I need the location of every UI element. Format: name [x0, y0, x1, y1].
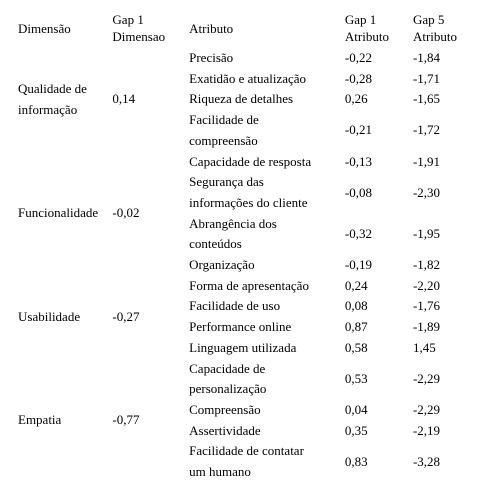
attribute: Facilidade de uso [189, 298, 281, 314]
gap1-attribute: 0,26 [344, 91, 368, 107]
gap5-attribute-header: Gap 5 Atributo [412, 12, 457, 44]
gap1-attribute-header: Gap 1 Atributo [344, 12, 389, 44]
attribute: Capacidade de resposta [189, 153, 312, 169]
table-row: Abrangência dos conteúdos -0,32 -1,95 [14, 214, 477, 255]
dimension-header: Dimensão [18, 20, 71, 36]
gap1-attribute: 0,87 [344, 319, 368, 335]
table-row: Dimensão Gap 1 Dimensao Atributo Gap 1 Atri… [14, 8, 477, 48]
table-row: Usabilidade -0,27 Forma de apresentação 0,2… [14, 276, 477, 324]
page: Dimensão Gap 1 Dimensao Atributo Gap 1 Atri… [18, 12, 457, 480]
gap5-attribute: -1,82 [412, 257, 441, 273]
gap1-attribute: 0,83 [344, 453, 368, 469]
gap1-attribute: -0,08 [344, 184, 372, 200]
gap1-attribute: -0,13 [344, 153, 372, 169]
table-body: Dimensão Gap 1 Dimensao Atributo Gap 1 Atri… [14, 8, 477, 483]
gap1-dimension: -0,27 [112, 308, 140, 324]
table-row: Segurança das informações do cliente -0,0… [14, 172, 477, 213]
gap5-attribute: -1,84 [412, 50, 441, 65]
table-row: Compreensão 0,04 -2,29 [14, 400, 477, 421]
gap5-attribute: -1,89 [412, 319, 441, 335]
data-table: Dimensão Gap 1 Dimensao Atributo Gap 1 Atri… [14, 8, 477, 483]
table-row: Assertividade 0,35 -2,19 [14, 421, 477, 442]
table-row: Riqueza de detalhes 0,26 -1,65 [14, 89, 477, 110]
attribute: Performance online [189, 319, 292, 335]
table-row: Funcionalidade -0,02 Capacidade de respost… [14, 152, 477, 221]
attribute: Organização [189, 257, 255, 273]
attribute: Linguagem utilizada [189, 339, 297, 355]
table-row: Qualidade de informação 0,14 Precisão -0,22… [14, 48, 477, 117]
attribute: Assertividade [189, 422, 261, 438]
gap1-attribute: 0,08 [344, 298, 368, 314]
table-row: Facilidade de uso 0,08 -1,76 [14, 296, 477, 317]
gap1-attribute: 0,35 [344, 422, 368, 438]
gap5-attribute: -1,72 [412, 122, 441, 138]
attribute: Facilidade de contatar um humano [189, 443, 304, 480]
table-row: Empatia -0,77 Capacidade de personalização… [14, 359, 477, 428]
gap1-dimension: 0,14 [112, 91, 136, 107]
gap5-attribute: -2,29 [412, 370, 441, 386]
gap1-attribute: 0,53 [344, 370, 368, 386]
gap5-attribute: -2,30 [412, 184, 441, 200]
attribute: Abrangência dos conteúdos [189, 215, 277, 252]
gap1-attribute: -0,28 [344, 70, 372, 86]
attribute: Precisão [189, 50, 234, 65]
dimension: Empatia [18, 412, 62, 428]
gap1-dimension: -0,02 [112, 205, 140, 221]
gap5-attribute: -1,76 [412, 298, 441, 314]
attribute: Forma de apresentação [189, 277, 309, 293]
gap1-dimension: -0,77 [112, 412, 140, 428]
gap5-attribute: -1,95 [412, 225, 441, 241]
attribute: Riqueza de detalhes [189, 91, 294, 107]
gap1-attribute: -0,22 [344, 50, 372, 65]
attribute: Capacidade de personalização [189, 360, 267, 397]
table-row: Organização -0,19 -1,82 [14, 255, 477, 276]
gap1-attribute: 0,24 [344, 277, 368, 293]
gap5-attribute: -1,65 [412, 91, 441, 107]
gap5-attribute: -1,71 [412, 70, 441, 86]
gap5-attribute: -1,91 [412, 153, 441, 169]
dimension: Qualidade de informação [18, 81, 87, 117]
gap1-attribute: -0,32 [344, 225, 372, 241]
table-row: Linguagem utilizada 0,58 1,45 [14, 338, 477, 359]
table-row: Performance online 0,87 -1,89 [14, 317, 477, 338]
attribute: Exatidão e atualização [189, 70, 307, 86]
gap5-attribute: -3,28 [412, 453, 441, 469]
dimension: Funcionalidade [18, 205, 99, 221]
attribute-header: Atributo [189, 20, 234, 36]
table-row: Exatidão e atualização -0,28 -1,71 [14, 69, 477, 90]
attribute: Facilidade de compreensão [189, 112, 259, 148]
gap5-attribute: -2,29 [412, 401, 441, 417]
attribute: Segurança das informações do cliente [189, 174, 308, 210]
gap1-attribute: 0,58 [344, 339, 368, 355]
table-row: Facilidade de compreensão -0,21 -1,72 [14, 110, 477, 151]
attribute: Compreensão [189, 401, 261, 417]
gap1-attribute: -0,21 [344, 122, 372, 138]
gap5-attribute: -2,20 [412, 277, 441, 293]
gap5-attribute: -2,19 [412, 422, 441, 438]
gap1-attribute: -0,19 [344, 257, 372, 273]
gap1-dimension-header: Gap 1 Dimensao [112, 12, 166, 44]
gap1-attribute: 0,04 [344, 401, 368, 417]
gap5-attribute: 1,45 [412, 339, 436, 355]
dimension: Usabilidade [18, 308, 81, 324]
